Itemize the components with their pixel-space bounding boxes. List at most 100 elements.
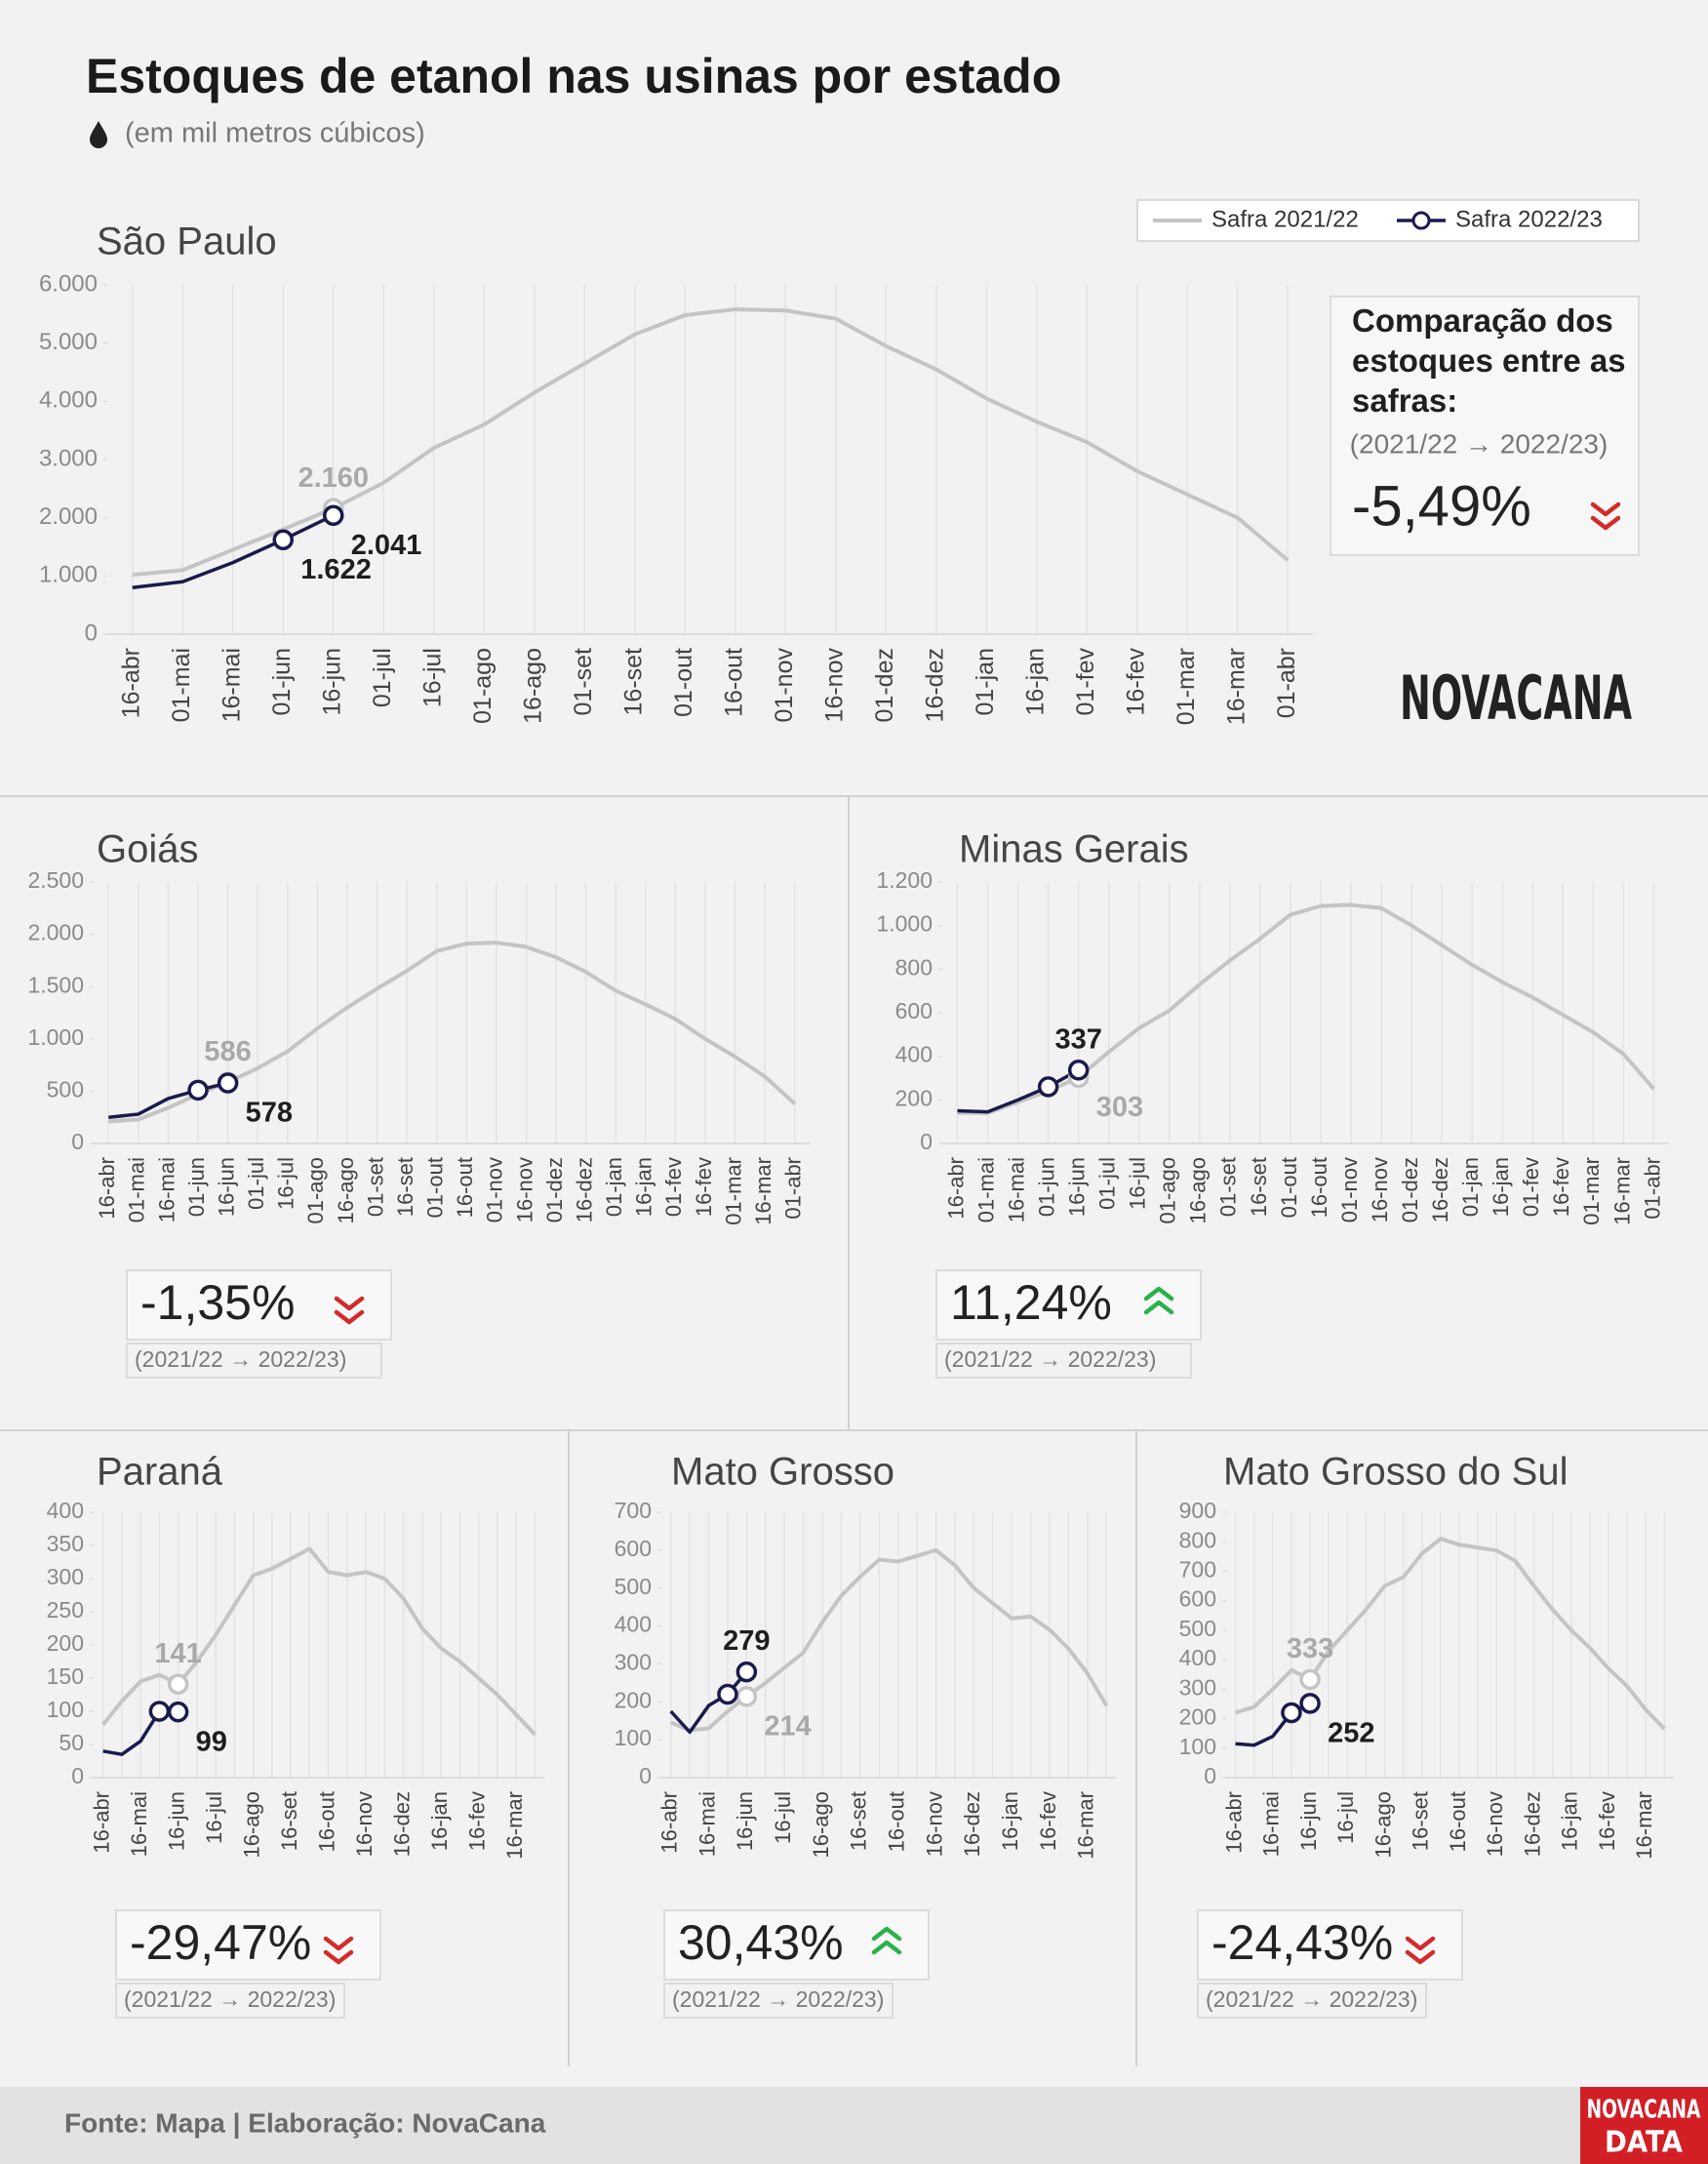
chart-title: Paraná [97, 1451, 223, 1494]
data-label: 1.622 [300, 554, 372, 585]
x-tick-label: 16-nov [352, 1791, 377, 1857]
change-value: -5,49% [1352, 474, 1531, 538]
y-tick-label: 0 [71, 1129, 84, 1154]
trend-arrow [1405, 1949, 1436, 1965]
x-tick-label: 16-fev [1595, 1791, 1619, 1851]
y-tick-label: 0 [639, 1763, 652, 1788]
x-tick-label: 16-nov [1483, 1791, 1507, 1857]
x-tick-label: 01-out [1277, 1157, 1301, 1218]
data-label: 333 [1287, 1633, 1333, 1664]
period: (2021/22 → 2022/23) [672, 1986, 884, 2012]
trend-arrow [1590, 501, 1621, 517]
period-box [663, 1983, 894, 2019]
y-tick-label: 0 [1204, 1763, 1216, 1788]
x-tick-label: 16-dez [921, 648, 948, 722]
comparison-box [1330, 296, 1640, 556]
y-tick-label: 600 [895, 998, 933, 1023]
trend-arrow [871, 1940, 902, 1955]
x-tick-label: 01-nov [483, 1157, 507, 1222]
x-tick-label: 16-abr [95, 1157, 119, 1220]
page-subtitle: (em mil metros cúbicos) [125, 118, 425, 149]
y-tick-label: 100 [615, 1725, 652, 1750]
point-marker [1281, 1702, 1302, 1724]
trend-arrow [323, 1949, 354, 1965]
y-tick-label: 300 [47, 1564, 84, 1589]
data-label: 586 [204, 1036, 251, 1067]
chart-title: Goiás [97, 828, 199, 871]
logo: NOVACANA [1400, 662, 1632, 734]
footer-logo-box [1580, 2087, 1708, 2164]
x-tick-label: 01-jul [1095, 1157, 1120, 1210]
x-tick-label: 16-nov [512, 1157, 536, 1222]
x-tick-label: 01-mar [1579, 1157, 1604, 1225]
x-tick-label: 16-dez [389, 1791, 414, 1857]
point-marker [1299, 1668, 1321, 1691]
x-tick-label: 01-abr [1273, 648, 1300, 718]
y-tick-label: 600 [615, 1536, 652, 1561]
x-tick-label: 16-ago [1370, 1791, 1395, 1859]
period-box [126, 1342, 382, 1379]
x-tick-label: 16-out [1307, 1157, 1331, 1218]
x-tick-label: 01-jun [1034, 1157, 1058, 1217]
x-tick-label: 16-mai [154, 1157, 179, 1222]
x-tick-label: 16-jun [1296, 1791, 1321, 1851]
y-tick-label: 400 [1179, 1645, 1216, 1670]
comparison-title: Comparação dos estoques entre as safras: [1352, 302, 1626, 419]
trend-arrow [334, 1309, 365, 1325]
x-tick-label: 16-mai [218, 648, 245, 722]
data-label: 303 [1096, 1092, 1143, 1123]
point-marker [735, 1686, 758, 1707]
trend-arrow [323, 1936, 354, 1951]
source: Fonte: Mapa | Elaboração: NovaCana [64, 2107, 546, 2138]
x-tick-label: 16-nov [1368, 1157, 1392, 1222]
point-marker [323, 504, 344, 526]
y-tick-label: 600 [1179, 1586, 1216, 1612]
page-title: Estoques de etanol nas usinas por estado [86, 49, 1061, 103]
x-tick-label: 01-jan [1458, 1157, 1483, 1217]
x-tick-label: 16-fev [1122, 648, 1149, 716]
y-tick-label: 100 [47, 1697, 84, 1722]
chart-title: Mato Grosso [671, 1451, 894, 1494]
series-line [957, 1068, 1080, 1114]
period: (2021/22 → 2022/23) [124, 1986, 336, 2012]
y-tick-label: 800 [895, 954, 933, 980]
x-tick-label: 16-mar [1632, 1791, 1656, 1860]
x-tick-label: 16-mar [1074, 1791, 1098, 1860]
point-marker [1037, 1076, 1059, 1098]
x-tick-label: 01-fev [1072, 648, 1099, 716]
x-tick-label: 16-jul [418, 648, 446, 707]
footer-logo: DATA [1605, 2126, 1684, 2160]
change-value: 11,24% [950, 1275, 1112, 1330]
x-tick-label: 16-ago [334, 1157, 358, 1224]
x-tick-label: 16-set [619, 648, 647, 716]
y-tick-label: 50 [59, 1730, 84, 1755]
x-tick-label: 01-abr [781, 1157, 806, 1220]
x-tick-label: 16-jul [274, 1157, 298, 1210]
y-tick-label: 400 [615, 1612, 652, 1637]
x-tick-label: 16-fev [464, 1791, 489, 1851]
x-tick-label: 01-out [423, 1157, 448, 1218]
x-tick-label: 16-out [885, 1791, 909, 1852]
y-tick-label: 350 [47, 1531, 84, 1556]
x-tick-label: 01-mai [973, 1157, 998, 1222]
x-tick-label: 01-set [1216, 1157, 1241, 1217]
data-label: 578 [246, 1098, 293, 1129]
period: (2021/22 → 2022/23) [1350, 428, 1609, 459]
x-tick-label: 16-jul [1126, 1157, 1150, 1210]
period-box [115, 1983, 345, 2019]
x-tick-label: 01-dez [1398, 1157, 1422, 1222]
x-tick-label: 01-mai [125, 1157, 149, 1222]
x-tick-label: 16-mar [1222, 648, 1250, 725]
x-tick-label: 01-set [363, 1157, 387, 1217]
series-line [132, 513, 335, 590]
y-tick-label: 100 [1179, 1734, 1216, 1759]
x-tick-label: 16-jan [632, 1157, 656, 1217]
x-tick-label: 16-jan [1558, 1791, 1582, 1851]
x-tick-label: 16-fev [1549, 1157, 1573, 1217]
point-marker [272, 529, 294, 550]
period: (2021/22 → 2022/23) [1206, 1986, 1417, 2012]
x-tick-label: 01-jan [972, 648, 999, 716]
series-line [108, 941, 797, 1124]
x-tick-label: 16-jul [771, 1791, 795, 1844]
